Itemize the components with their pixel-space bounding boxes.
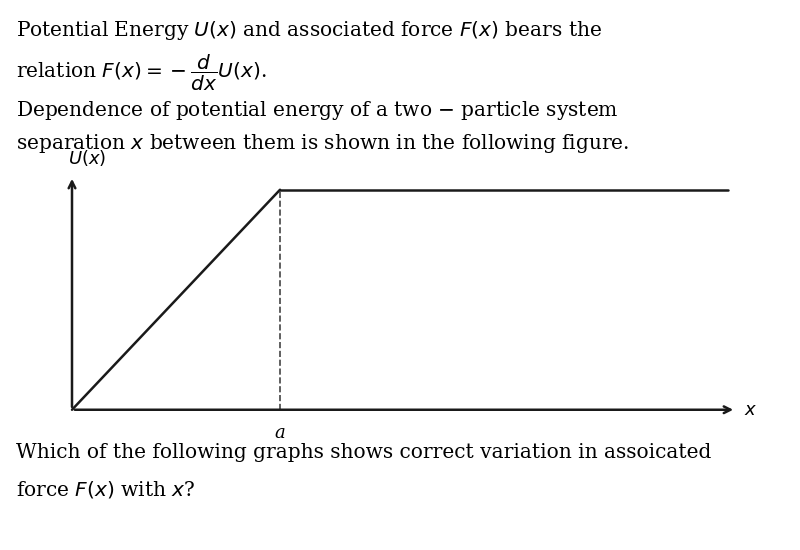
Text: $x$: $x$ bbox=[744, 401, 758, 419]
Text: $U(x)$: $U(x)$ bbox=[68, 148, 106, 168]
Text: Dependence of potential energy of a two $-$ particle system: Dependence of potential energy of a two … bbox=[16, 99, 618, 122]
Text: Potential Energy $U(x)$ and associated force $F(x)$ bears the: Potential Energy $U(x)$ and associated f… bbox=[16, 19, 602, 42]
Text: Which of the following graphs shows correct variation in assoicated: Which of the following graphs shows corr… bbox=[16, 443, 711, 462]
Text: separation $x$ between them is shown in the following figure.: separation $x$ between them is shown in … bbox=[16, 132, 630, 155]
Text: relation $F(x) = -\dfrac{d}{dx}U(x)$.: relation $F(x) = -\dfrac{d}{dx}U(x)$. bbox=[16, 52, 266, 92]
Text: a: a bbox=[274, 424, 286, 442]
Text: force $F(x)$ with $x$?: force $F(x)$ with $x$? bbox=[16, 478, 195, 499]
